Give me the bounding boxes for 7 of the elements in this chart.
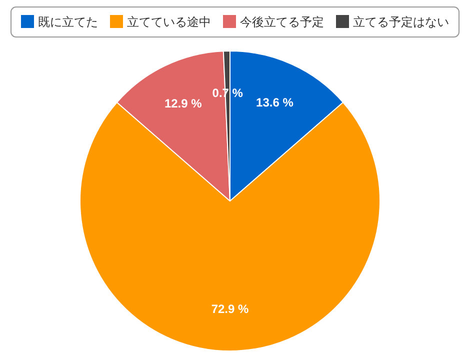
legend-label: 立てる予定はない — [353, 15, 449, 29]
data-label: 13.6 % — [256, 96, 294, 110]
legend-label: 既に立てた — [38, 15, 98, 29]
legend-label: 今後立てる予定 — [240, 15, 324, 29]
legend-label: 立てている途中 — [127, 15, 211, 29]
data-label: 72.9 % — [211, 302, 250, 316]
data-label: 12.9 % — [164, 96, 202, 111]
